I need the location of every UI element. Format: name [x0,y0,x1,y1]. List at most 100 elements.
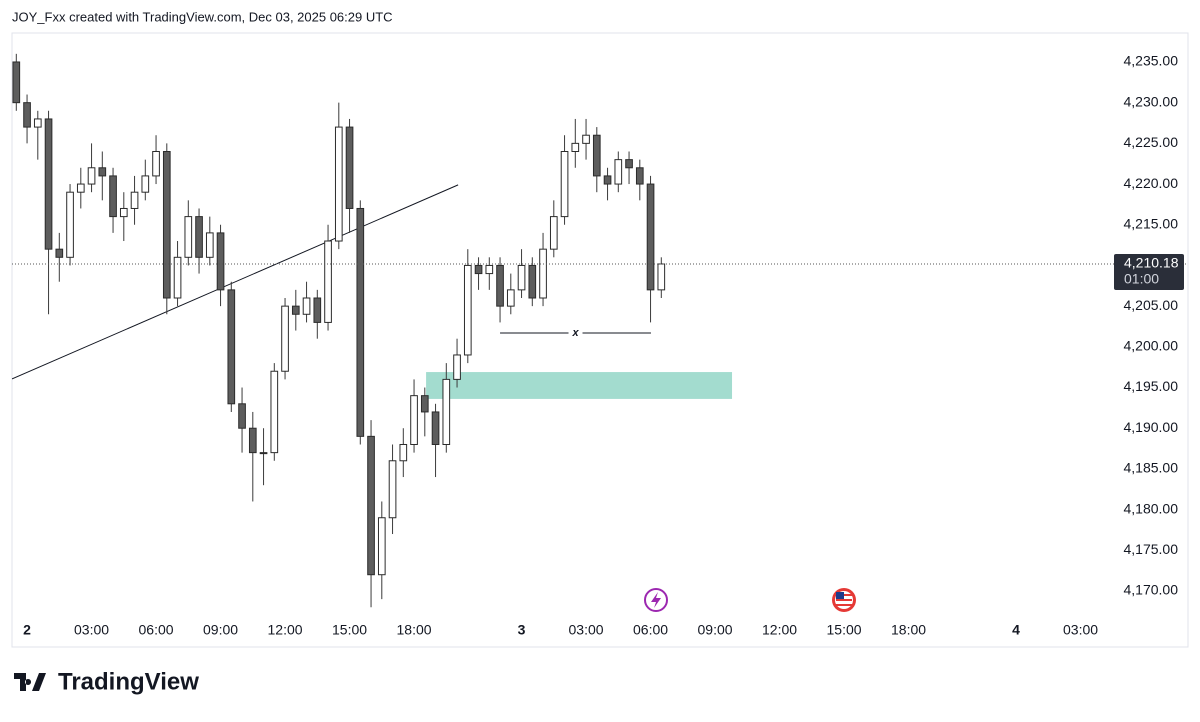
price-label: 4,210.18 [1124,255,1179,271]
candle-body [560,150,569,218]
candle-body [356,207,365,437]
candle-body [463,264,472,356]
candle-body [582,134,590,144]
candle-body [119,207,128,218]
candle-body [506,289,515,307]
y-tick-label: 4,180.00 [1124,500,1179,516]
candle-body [281,305,289,372]
candle-body [195,216,203,258]
candle-body [130,191,139,209]
candle-body [248,427,257,454]
candle-body [55,248,64,258]
candle-body [345,126,354,209]
candle-body [442,378,451,445]
candle-body [33,118,42,128]
countdown-label: 01:00 [1124,271,1159,287]
candle-body [98,167,107,177]
candle-body [109,175,117,218]
y-tick-label: 4,195.00 [1124,378,1179,394]
x-tick-label: 15:00 [827,622,862,638]
candle-body [625,159,633,169]
candle-body [324,240,332,323]
x-tick-label: 12:00 [268,622,303,638]
candle-body [334,126,343,242]
candle-body [431,411,440,445]
y-tick-label: 4,225.00 [1124,134,1179,150]
x-tick-label: 03:00 [569,622,604,638]
x-tick-label: 18:00 [397,622,432,638]
candle-body [152,150,160,177]
logo-text: TradingView [58,668,199,695]
candle-body [302,297,311,315]
x-tick-label: 09:00 [203,622,238,638]
y-tick-label: 4,235.00 [1124,53,1179,69]
y-tick-label: 4,220.00 [1124,175,1179,191]
y-tick-label: 4,190.00 [1124,419,1179,435]
candle-body [259,452,268,455]
candle-body [87,167,96,185]
candle-body [496,264,504,307]
candle-body [474,264,483,275]
candle-body [216,232,225,291]
x-tick-label: 3 [518,622,526,638]
x-tick-label: 09:00 [698,622,733,638]
y-tick-label: 4,170.00 [1124,582,1179,598]
x-tick-label: 06:00 [139,622,174,638]
candle-body [485,264,494,275]
x-tick-label: 03:00 [74,622,109,638]
candle-body [173,256,182,299]
candle-body [549,216,558,250]
chart-frame [11,32,1189,648]
candle-body [635,167,644,185]
candle-body [517,264,526,291]
candle-body [66,191,74,258]
candle-body [184,216,193,258]
candle-body [238,403,246,429]
x-tick-label: 2 [23,622,31,638]
candle-body [646,183,655,291]
candle-body [410,395,418,445]
candle-body [291,305,300,315]
candle-body [528,264,537,299]
header-text: JOY_Fxx created with TradingView.com, De… [12,9,393,24]
candle-body [205,232,214,258]
candle-body [367,435,375,576]
event-icon[interactable] [644,588,668,612]
price-label-box [1114,253,1184,290]
candle-body [12,61,21,104]
candle-body [399,443,408,462]
candle-body [377,517,386,576]
us-flag-icon[interactable] [832,588,856,612]
x-tick-label: 18:00 [891,622,926,638]
trendline [12,184,459,380]
candle-body [592,134,601,177]
y-tick-label: 4,230.00 [1124,93,1179,109]
candle-body [539,248,547,299]
zone [426,372,733,399]
y-tick-label: 4,175.00 [1124,541,1179,557]
y-tick-label: 4,200.00 [1124,338,1179,354]
y-tick-label: 4,215.00 [1124,215,1179,231]
candle-body [313,297,322,323]
candle-body [76,183,85,193]
candle-body [227,289,236,405]
candle-body [388,460,397,519]
candle-body [603,175,612,185]
candle-body [44,118,53,250]
candle-body [162,150,171,299]
marker-label: x [571,327,579,339]
candle-body [453,354,461,380]
plot-area: x [12,53,733,608]
candle-body [270,370,279,454]
candle-body [657,263,666,291]
x-tick-label: 15:00 [332,622,367,638]
candle-body [420,395,429,413]
candle-body [571,142,580,152]
tradingview-logo[interactable]: TradingView [14,668,199,695]
x-tick-label: 4 [1012,622,1020,638]
candle-body [23,102,31,128]
x-tick-label: 03:00 [1063,622,1098,638]
x-tick-label: 06:00 [633,622,668,638]
candle-body [614,159,623,185]
candle-body [141,175,150,193]
